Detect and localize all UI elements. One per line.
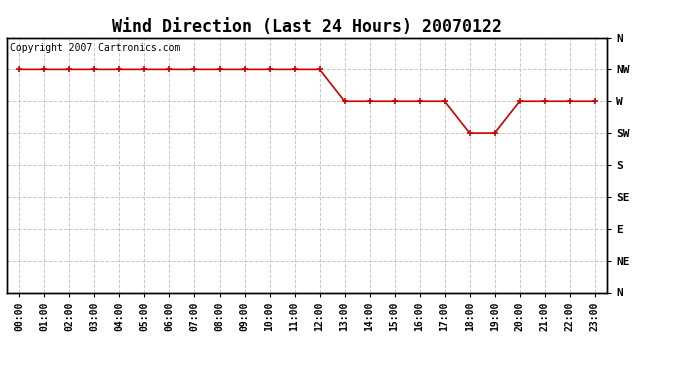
Title: Wind Direction (Last 24 Hours) 20070122: Wind Direction (Last 24 Hours) 20070122 <box>112 18 502 36</box>
Text: Copyright 2007 Cartronics.com: Copyright 2007 Cartronics.com <box>10 43 180 52</box>
